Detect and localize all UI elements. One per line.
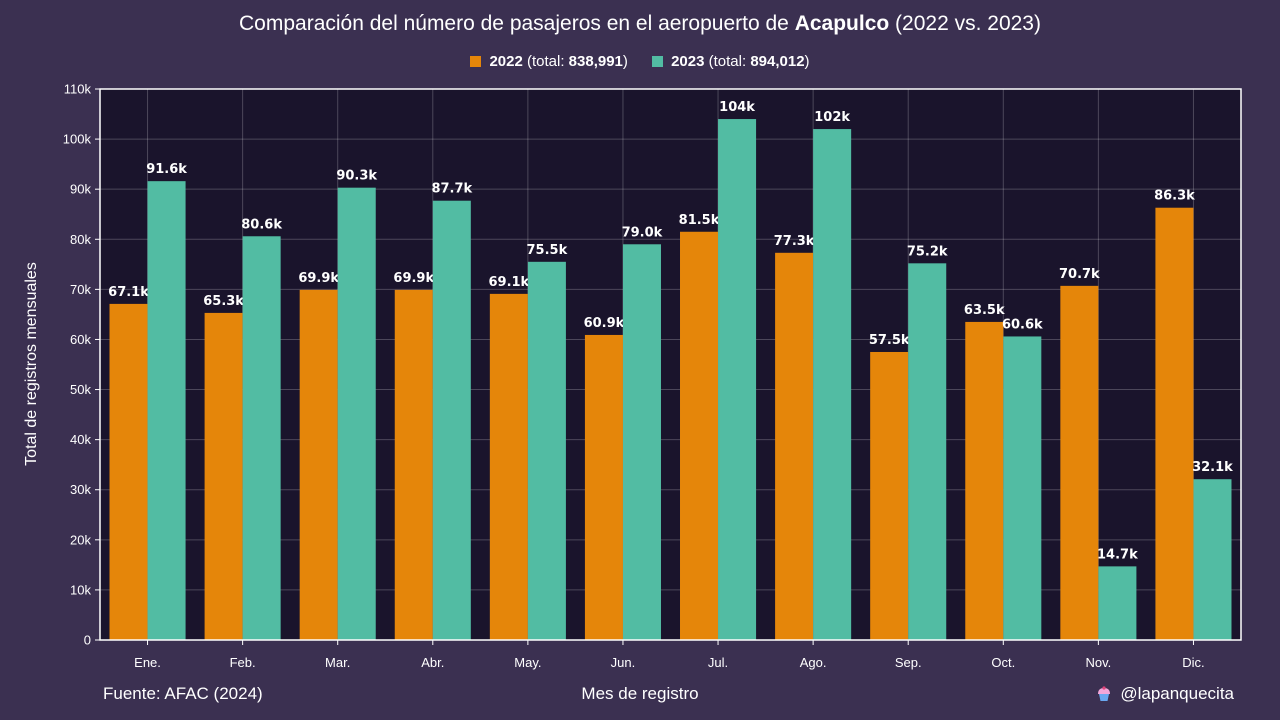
credit[interactable]: @lapanquecita (1095, 684, 1234, 704)
legend-name-2022: 2022 (489, 53, 523, 70)
bar-value-label: 86.3k (1154, 189, 1195, 204)
legend-total-prefix-2022: (total: (522, 53, 569, 70)
x-tick-label: Abr. (421, 655, 444, 670)
bar-value-label: 79.0k (622, 225, 663, 240)
bar-value-label: 57.5k (869, 333, 910, 348)
bar-value-label: 69.9k (393, 271, 434, 286)
bar-value-label: 14.7k (1097, 547, 1138, 562)
legend-item-2023[interactable]: 2023 (total: 894,012) (652, 53, 810, 70)
bar-2022-Jun. (584, 334, 623, 640)
legend-total-suffix-2022: ) (622, 53, 628, 70)
credit-handle: @lapanquecita (1120, 684, 1234, 703)
x-tick-label: May. (514, 655, 541, 670)
y-tick-label: 60k (70, 332, 91, 347)
bar-value-label: 69.1k (488, 275, 529, 290)
bar-2022-Nov. (1060, 285, 1099, 640)
bar-value-label: 75.2k (907, 244, 948, 259)
bar-2023-Feb. (242, 236, 281, 640)
bar-2022-Ago. (775, 252, 814, 640)
y-tick-label: 90k (70, 182, 91, 197)
bar-2022-Mar. (299, 289, 338, 640)
bar-value-label: 81.5k (679, 213, 720, 228)
bar-2023-Jul. (718, 119, 757, 640)
x-tick-label: Nov. (1085, 655, 1111, 670)
bar-value-label: 32.1k (1192, 460, 1233, 475)
x-tick-label: Feb. (230, 655, 256, 670)
chart-title: Comparación del número de pasajeros en e… (0, 12, 1280, 36)
title-prefix: Comparación del número de pasajeros en e… (239, 12, 795, 35)
plot-frame (99, 88, 1242, 641)
y-tick-label: 80k (70, 232, 91, 247)
legend: 2022 (total: 838,991) 2023 (total: 894,0… (0, 53, 1280, 70)
x-tick-label: Oct. (991, 655, 1015, 670)
bar-value-label: 70.7k (1059, 267, 1100, 282)
bar-2023-Oct. (1003, 336, 1042, 640)
bar-2022-Abr. (394, 289, 433, 640)
bar-value-label: 67.1k (108, 285, 149, 300)
bar-2023-Dic. (1193, 479, 1232, 640)
x-tick-label: Jul. (708, 655, 728, 670)
x-axis-label: Mes de registro (581, 684, 699, 703)
bar-value-label: 90.3k (336, 169, 377, 184)
y-tick-label: 50k (70, 382, 91, 397)
bar-2022-Ene. (109, 303, 148, 640)
bar-2023-Nov. (1098, 566, 1137, 640)
legend-total-suffix-2023: ) (804, 53, 810, 70)
x-tick-label: Mar. (325, 655, 350, 670)
bar-2023-Abr. (432, 200, 471, 640)
y-tick-label: 70k (70, 282, 91, 297)
legend-total-2022: 838,991 (568, 53, 623, 70)
legend-swatch-2022 (470, 56, 482, 67)
bar-value-label: 65.3k (203, 294, 244, 309)
bar-value-label: 102k (814, 110, 850, 125)
bar-value-label: 69.9k (298, 271, 339, 286)
source-note: Fuente: AFAC (2024) (103, 684, 263, 703)
bar-value-label: 80.6k (241, 217, 282, 232)
bar-2022-Feb. (204, 312, 243, 640)
legend-name-2023: 2023 (671, 53, 705, 70)
x-tick-label: Ago. (800, 655, 827, 670)
bar-2023-Mar. (337, 187, 376, 641)
x-tick-label: Ene. (134, 655, 161, 670)
bar-2023-Jun. (622, 244, 661, 641)
bar-value-label: 75.5k (527, 243, 568, 258)
title-airport: Acapulco (794, 12, 890, 35)
bar-value-label: 77.3k (774, 234, 815, 249)
bar-value-label: 104k (719, 100, 755, 115)
bar-2022-Oct. (965, 321, 1004, 640)
bar-value-label: 60.6k (1002, 317, 1043, 332)
bar-2023-Ago. (813, 129, 852, 640)
y-tick-label: 40k (70, 432, 91, 447)
title-suffix: (2022 vs. 2023) (889, 12, 1041, 35)
x-tick-label: Jun. (611, 655, 636, 670)
y-tick-label: 110k (64, 82, 92, 97)
legend-total-2023: 894,012 (750, 53, 805, 70)
bar-2023-Ene. (147, 181, 186, 640)
bar-2022-Jul. (680, 231, 719, 640)
legend-total-prefix-2023: (total: (704, 53, 751, 70)
y-tick-label: 0 (84, 633, 91, 648)
bar-value-label: 91.6k (146, 162, 187, 177)
plot-area (100, 89, 1241, 640)
y-tick-label: 30k (70, 482, 91, 497)
y-tick-label: 10k (70, 582, 91, 597)
cupcake-icon (1098, 686, 1111, 701)
bar-2023-May. (527, 261, 566, 640)
bar-2022-Sep. (870, 351, 909, 640)
x-tick-label: Sep. (895, 655, 922, 670)
legend-swatch-2023 (652, 56, 664, 67)
bar-value-label: 63.5k (964, 303, 1005, 318)
x-tick-label: Dic. (1182, 655, 1204, 670)
y-tick-label: 20k (70, 532, 91, 547)
bar-2023-Sep. (908, 263, 947, 640)
legend-item-2022[interactable]: 2022 (total: 838,991) (470, 53, 628, 70)
bar-2022-May. (489, 293, 528, 640)
bar-value-label: 87.7k (431, 182, 472, 197)
y-tick-label: 100k (63, 132, 92, 147)
bar-value-label: 60.9k (584, 316, 625, 331)
bar-2022-Dic. (1155, 207, 1194, 640)
